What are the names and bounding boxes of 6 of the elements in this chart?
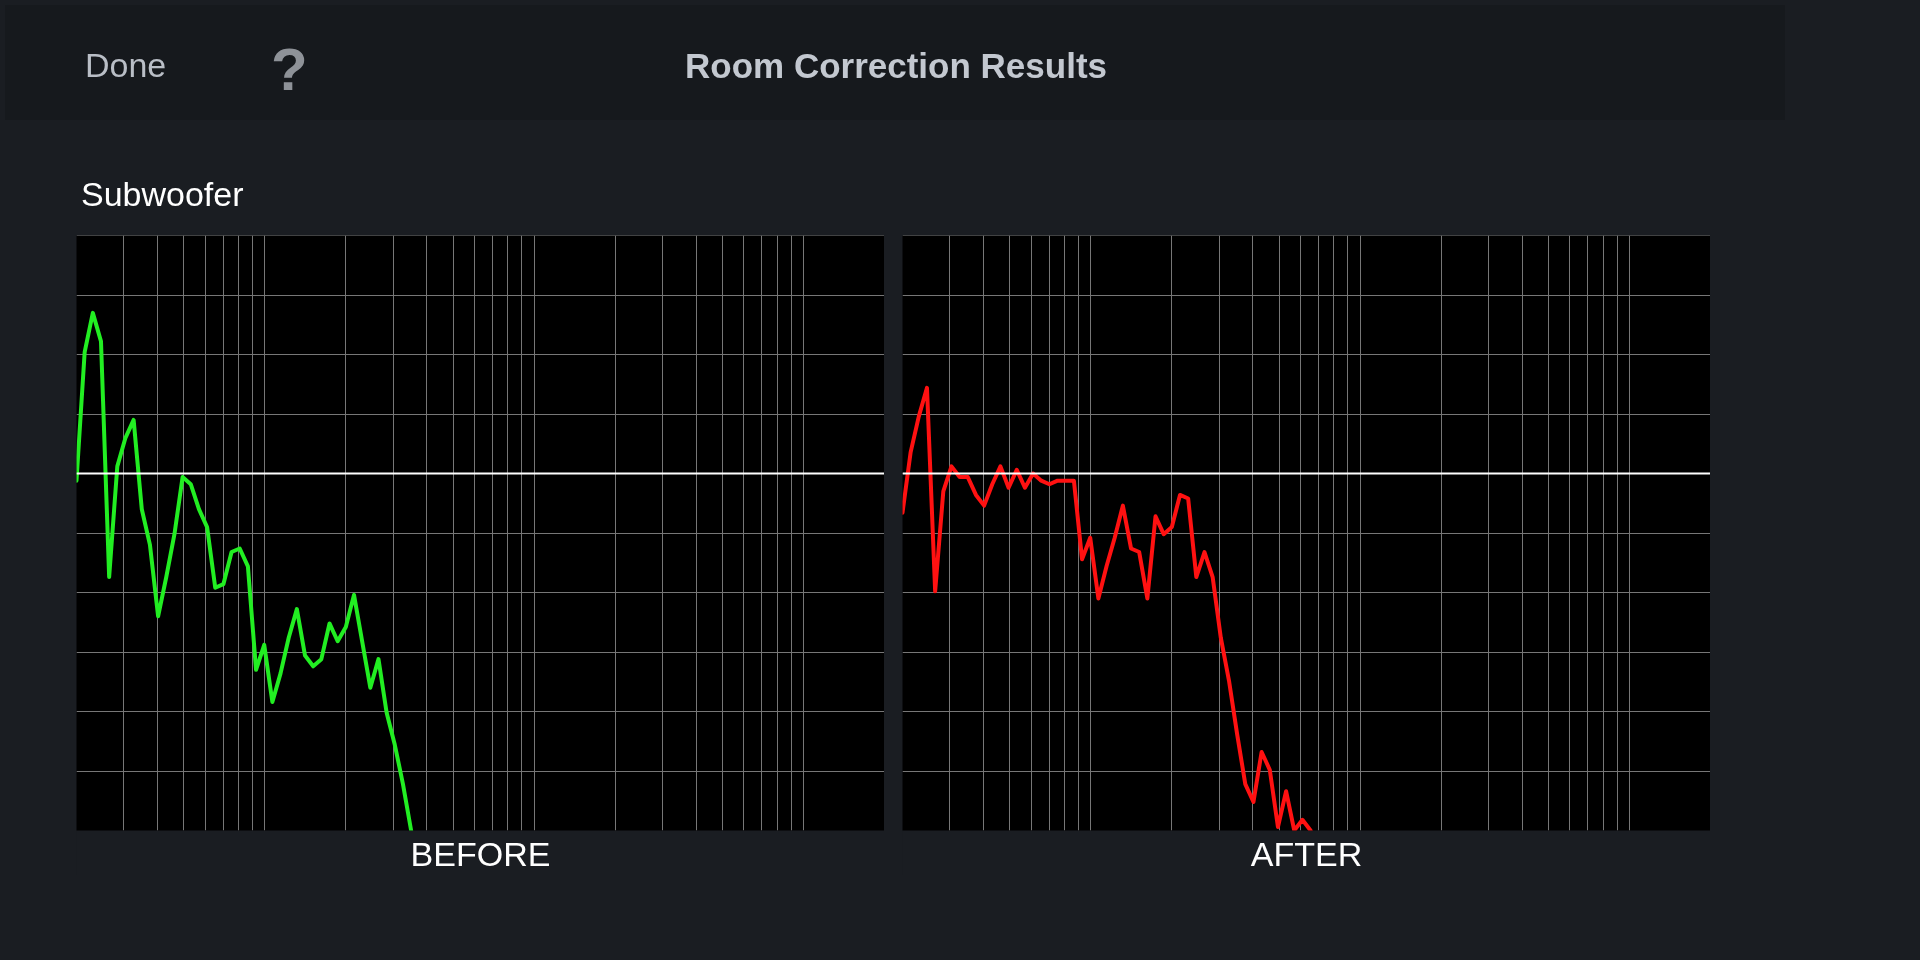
chart-subtitle: Subwoofer (81, 174, 244, 215)
text: Done (85, 45, 167, 86)
x-axis-title: AFTER (1250, 834, 1363, 873)
chart-title: Room Correction Results (685, 45, 1107, 87)
x-axis-title: BEFORE (410, 834, 551, 873)
text: ? (271, 35, 308, 105)
